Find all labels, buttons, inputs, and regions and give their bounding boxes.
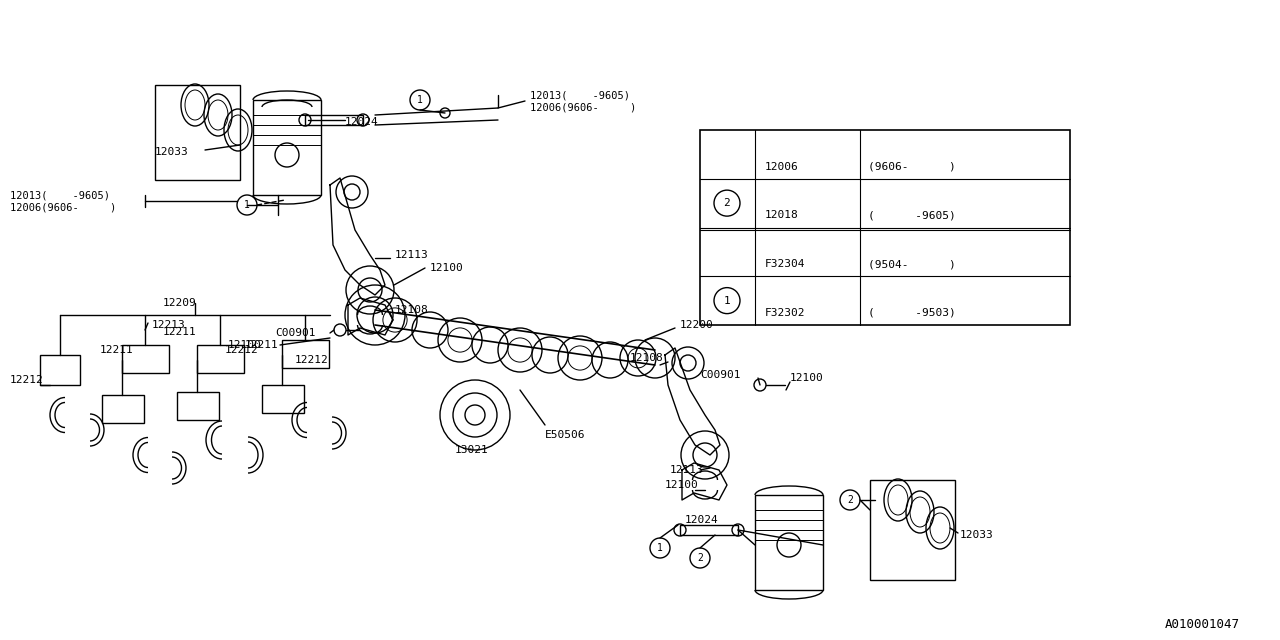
Text: E50506: E50506 [545,430,585,440]
Text: 12209: 12209 [163,298,197,308]
Bar [700,130,1070,325]
Text: 12108: 12108 [396,305,429,315]
Text: 12108: 12108 [630,353,664,363]
Text: 12211: 12211 [163,327,197,337]
Bar [870,480,955,580]
Text: 1: 1 [657,543,663,553]
Text: 1: 1 [723,296,731,306]
Text: 12113: 12113 [669,465,704,475]
Bar [305,115,364,125]
Text: 12113: 12113 [396,250,429,260]
Text: 12018: 12018 [765,211,799,220]
Bar [40,355,79,385]
Text: 12100: 12100 [430,263,463,273]
Text: 12211: 12211 [100,345,133,355]
Bar [102,395,143,423]
Text: (9504-      ): (9504- ) [868,259,956,269]
Text: 12212: 12212 [10,375,44,385]
Text: F32304: F32304 [765,259,805,269]
Text: (      -9605): ( -9605) [868,211,956,220]
Text: 12013(    -9605): 12013( -9605) [530,90,630,100]
Text: 12006(9606-     ): 12006(9606- ) [10,202,116,212]
Text: 12213: 12213 [152,320,186,330]
Text: 13021: 13021 [454,445,489,455]
Text: 12200: 12200 [680,320,714,330]
Text: (9606-      ): (9606- ) [868,161,956,172]
Text: 1: 1 [417,95,422,105]
Text: 12033: 12033 [155,147,188,157]
Text: 2: 2 [723,198,731,208]
Text: 12024: 12024 [685,515,719,525]
Text: 2: 2 [847,495,852,505]
Text: 12006(9606-     ): 12006(9606- ) [530,102,636,112]
Bar [755,495,823,590]
Text: 12100: 12100 [666,480,699,490]
Bar [253,100,321,195]
Text: 2: 2 [698,553,703,563]
Text: F32302: F32302 [765,308,805,318]
Bar [680,525,739,535]
Text: 12211: 12211 [244,340,279,350]
Bar [282,340,329,368]
Text: 12006: 12006 [765,161,799,172]
Text: 12212: 12212 [225,345,259,355]
Text: 1: 1 [244,200,250,210]
Text: A010001047: A010001047 [1165,618,1240,632]
Text: (      -9503): ( -9503) [868,308,956,318]
Bar [197,345,244,373]
Text: 12024: 12024 [346,117,379,127]
Text: 12100: 12100 [790,373,824,383]
Bar [177,392,219,420]
Text: 12212: 12212 [294,355,329,365]
Text: 12100: 12100 [228,340,261,350]
Text: 12013(    -9605): 12013( -9605) [10,190,110,200]
Bar [122,345,169,373]
Text: C00901: C00901 [275,328,315,338]
Bar [262,385,305,413]
Text: C00901: C00901 [700,370,741,380]
Text: 12033: 12033 [960,530,993,540]
Bar [155,85,241,180]
